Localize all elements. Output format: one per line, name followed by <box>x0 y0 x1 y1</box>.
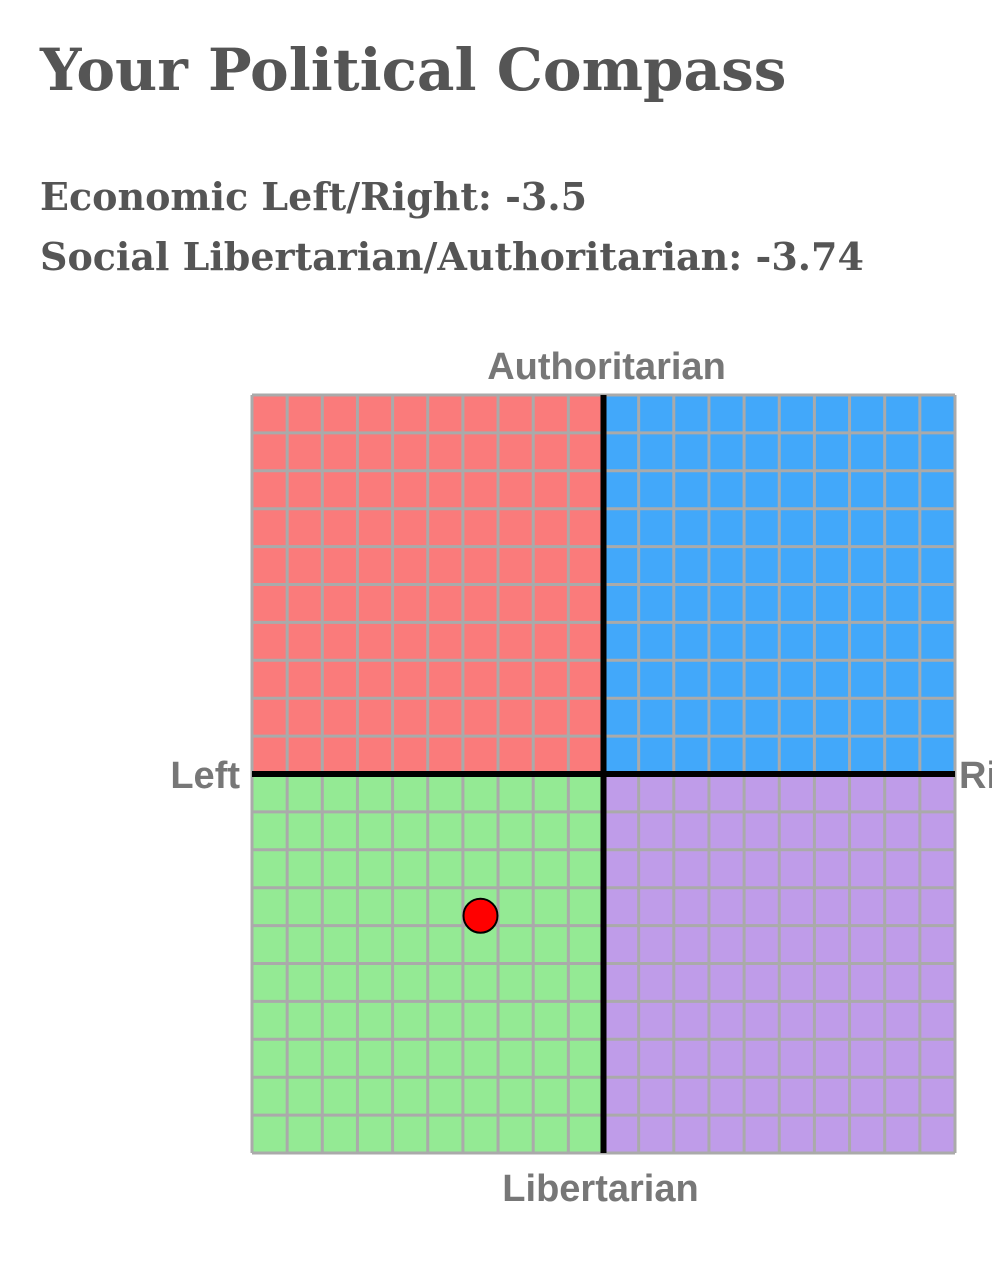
result-line: Social Libertarian/Authoritarian: -3.74 <box>40 234 864 279</box>
axis-label: Libertarian <box>502 1168 698 1210</box>
axis-label: Authoritarian <box>487 346 726 388</box>
result-line: Economic Left/Right: -3.5 <box>40 174 587 219</box>
position-dot <box>462 897 499 934</box>
page-title: Your Political Compass <box>39 36 786 104</box>
axis-label: Left <box>170 755 240 797</box>
compass: Authoritarian Libertarian Left Right <box>170 346 992 1210</box>
axis-label: Right <box>959 755 992 797</box>
